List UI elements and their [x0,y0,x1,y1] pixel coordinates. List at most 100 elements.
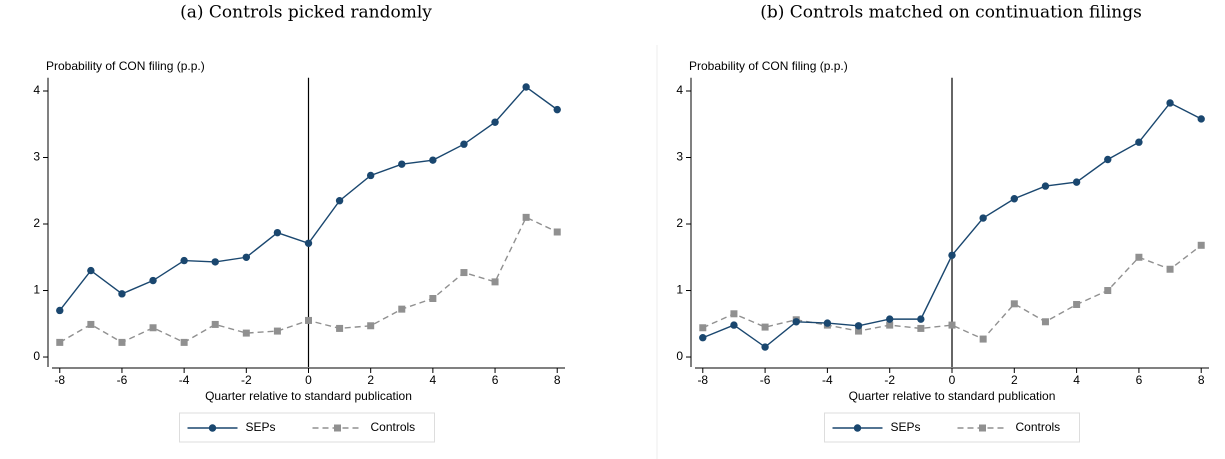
legend-label: SEPs [891,420,921,434]
legend-marker [853,424,862,432]
marker [1197,241,1205,249]
marker [699,324,707,332]
marker [491,118,499,126]
marker [366,171,375,180]
y-tick-label: 2 [676,216,683,230]
marker [855,327,863,335]
marker [273,327,281,335]
marker [522,83,530,91]
marker [87,320,95,328]
marker [886,321,894,329]
marker [305,316,312,324]
marker [56,338,64,346]
marker [211,258,219,266]
x-tick-label: -4 [179,373,190,387]
y-tick-label: 1 [33,283,40,297]
panel: (a) Controls picked randomly Probability … [33,3,565,443]
x-tick-label: -4 [822,373,833,387]
panel: (b) Controls matched on continuation fil… [676,3,1209,443]
marker [979,335,987,343]
marker [429,156,437,164]
marker [56,306,64,315]
marker [917,315,925,323]
y-tick-label: 3 [33,150,40,164]
marker [730,321,738,329]
marker [948,321,956,329]
marker [180,256,188,265]
x-tick-label: 2 [1011,373,1018,387]
marker [522,213,530,221]
marker [885,315,894,323]
marker [1073,300,1081,308]
x-tick-label: -8 [697,373,708,387]
marker [948,251,956,259]
marker [1197,115,1205,123]
marker [761,323,769,331]
x-tick-label: 2 [367,373,374,387]
y-tick-label: 0 [676,349,683,363]
x-tick-label: 4 [430,373,437,387]
legend-marker [208,424,217,432]
marker [180,338,188,346]
marker [792,318,800,326]
marker [1166,99,1174,107]
marker [854,322,863,330]
y-axis-title: Probability of CON filing (p.p.) [46,59,205,73]
marker [304,239,313,247]
marker [118,338,126,346]
x-tick-label: -6 [117,373,128,387]
marker [118,290,126,298]
legend-box [179,412,435,443]
legend-label: SEPs [246,420,276,434]
marker [1010,300,1018,308]
marker [367,322,375,330]
marker [1135,253,1143,261]
marker [917,324,925,332]
marker [1010,195,1019,203]
marker [336,324,344,332]
marker [491,278,499,286]
x-tick-label: 8 [554,373,561,387]
y-tick-label: 2 [33,216,40,230]
marker [1135,138,1143,146]
marker [1041,318,1049,326]
marker [460,269,468,277]
marker [1104,155,1112,164]
y-tick-label: 0 [33,349,40,363]
legend-box [824,412,1080,443]
marker [273,228,282,237]
marker [1072,178,1081,186]
y-tick-label: 4 [676,83,683,97]
x-tick-label: -2 [884,373,895,387]
marker [1104,287,1112,295]
marker [149,324,157,332]
marker [211,320,219,328]
legend-marker [979,424,986,432]
marker [335,197,344,205]
marker [761,343,769,351]
marker [429,294,437,302]
panel-title: (a) Controls picked randomly [180,3,432,23]
x-tick-label: 6 [492,373,499,387]
x-tick-label: 4 [1073,373,1080,387]
legend-marker [334,424,341,432]
marker [242,253,251,261]
marker [1041,182,1050,190]
y-tick-label: 3 [676,150,683,164]
legend-label: Controls [1016,420,1061,434]
marker [1166,265,1174,273]
y-tick-label: 4 [33,83,40,97]
marker [699,334,707,342]
y-axis-title: Probability of CON filing (p.p.) [689,59,848,73]
y-tick-label: 1 [676,283,683,297]
x-tick-label: 8 [1198,373,1205,387]
x-axis-title: Quarter relative to standard publication [849,389,1056,403]
marker [398,305,406,313]
legend-label: Controls [371,420,416,434]
marker [87,266,95,275]
marker [553,105,561,114]
marker [979,214,987,222]
marker [730,310,738,318]
marker [398,160,406,168]
